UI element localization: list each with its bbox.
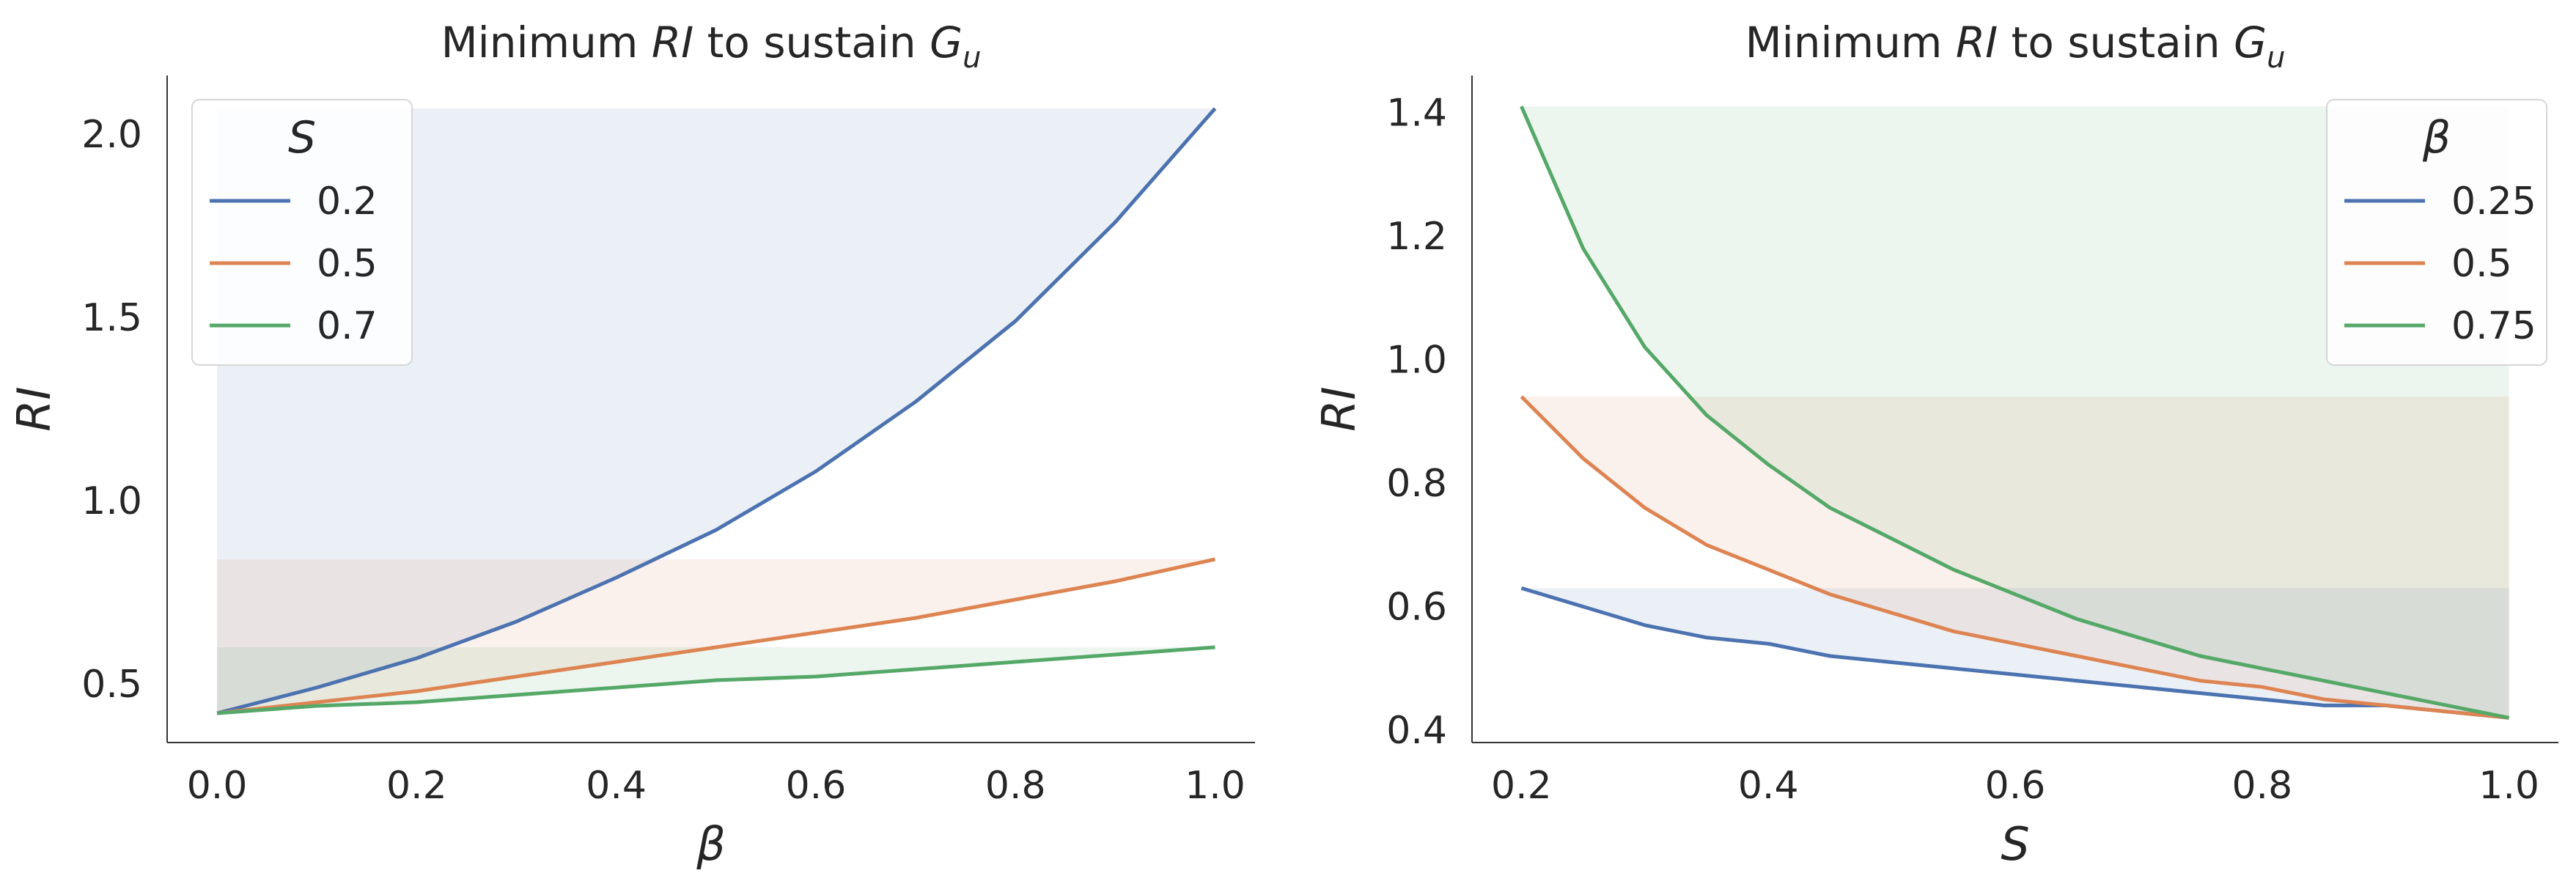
x-axis-label: β [696,817,726,871]
legend-label-0.5: 0.5 [2451,242,2512,286]
chart-title: Minimum RI to sustain Gu [441,18,982,75]
series-line-0.5 [1520,395,2509,720]
legend-label-0.25: 0.25 [2451,180,2536,224]
series-line-0.7 [216,645,1215,715]
chart-panel-1: 0.0 0.2 0.4 0.6 0.8 1.00.51.01.52.0βRIMinimum… [7,18,1255,871]
title-part-pre: Minimum [1745,18,1956,67]
legend-label-0.75: 0.75 [2451,304,2536,348]
title-part-mid: to sustain [693,18,930,67]
series-line-0.2 [216,107,1217,715]
y-tick-label: 0.6 [1386,586,1447,630]
x-tick-label: 0.6 [786,764,847,808]
legend-title: S [288,112,316,163]
title-part-sub: u [2267,41,2285,75]
x-tick-label: 0.8 [2231,764,2292,808]
chart-panel-2: 0.2 0.4 0.6 0.8 1.00.40.60.81.01.21.4SRIMini… [1312,18,2558,871]
legend-label-0.7: 0.7 [317,304,378,348]
shaded-region-0.5 [217,559,1215,713]
shaded-region-0.5 [1521,397,2509,718]
title-part-sym: G [930,18,963,67]
title-part-pre: Minimum [441,18,652,67]
y-tick-label: 1.2 [1386,215,1447,259]
x-axis-label: S [2001,817,2029,871]
shaded-region-0.75 [1521,106,2509,718]
legend-label-0.5: 0.5 [317,242,378,286]
chart-title: Minimum RI to sustain Gu [1745,18,2286,75]
shaded-region-0.2 [217,108,1215,713]
x-tick-label: 0.4 [586,764,647,808]
x-tick-label: 1.0 [1185,764,1245,808]
title-part-sub: u [963,41,981,75]
x-tick-label: 0.2 [1491,764,1552,808]
y-tick-label: 0.4 [1386,709,1447,753]
x-tick-label: 1.0 [2479,764,2539,808]
legend-frame [2326,99,2547,366]
x-tick-label: 0.4 [1738,764,1799,808]
series-line-0.75 [1520,106,2510,720]
y-axis-label: RI [1312,386,1366,431]
y-tick-label: 2.0 [81,113,142,157]
x-tick-label: 0.8 [985,764,1046,808]
legend: S0.2 0.5 0.7 [191,99,413,366]
series-line-0.25 [1520,586,2509,720]
title-part-sym: G [2234,18,2267,67]
series-line-0.5 [216,557,1216,715]
x-tick-label: 0.6 [1985,764,2046,808]
legend-frame [191,99,413,366]
y-tick-label: 1.0 [1386,339,1447,383]
y-axis-label: RI [7,386,61,431]
y-tick-label: 1.4 [1386,92,1447,136]
y-tick-label: 0.8 [1386,462,1447,506]
legend-title: β [2422,112,2451,163]
x-tick-label: 0.2 [386,764,447,808]
y-tick-label: 1.5 [81,296,142,340]
y-tick-label: 0.5 [81,663,142,707]
legend-label-0.2: 0.2 [317,180,378,224]
title-part-ital: RI [652,18,693,67]
title-part-mid: to sustain [1998,18,2234,67]
title-part-ital: RI [1956,18,1998,67]
x-tick-label: 0.0 [187,764,248,808]
legend: β0.25 0.5 0.75 [2326,99,2547,366]
y-tick-label: 1.0 [81,479,142,523]
